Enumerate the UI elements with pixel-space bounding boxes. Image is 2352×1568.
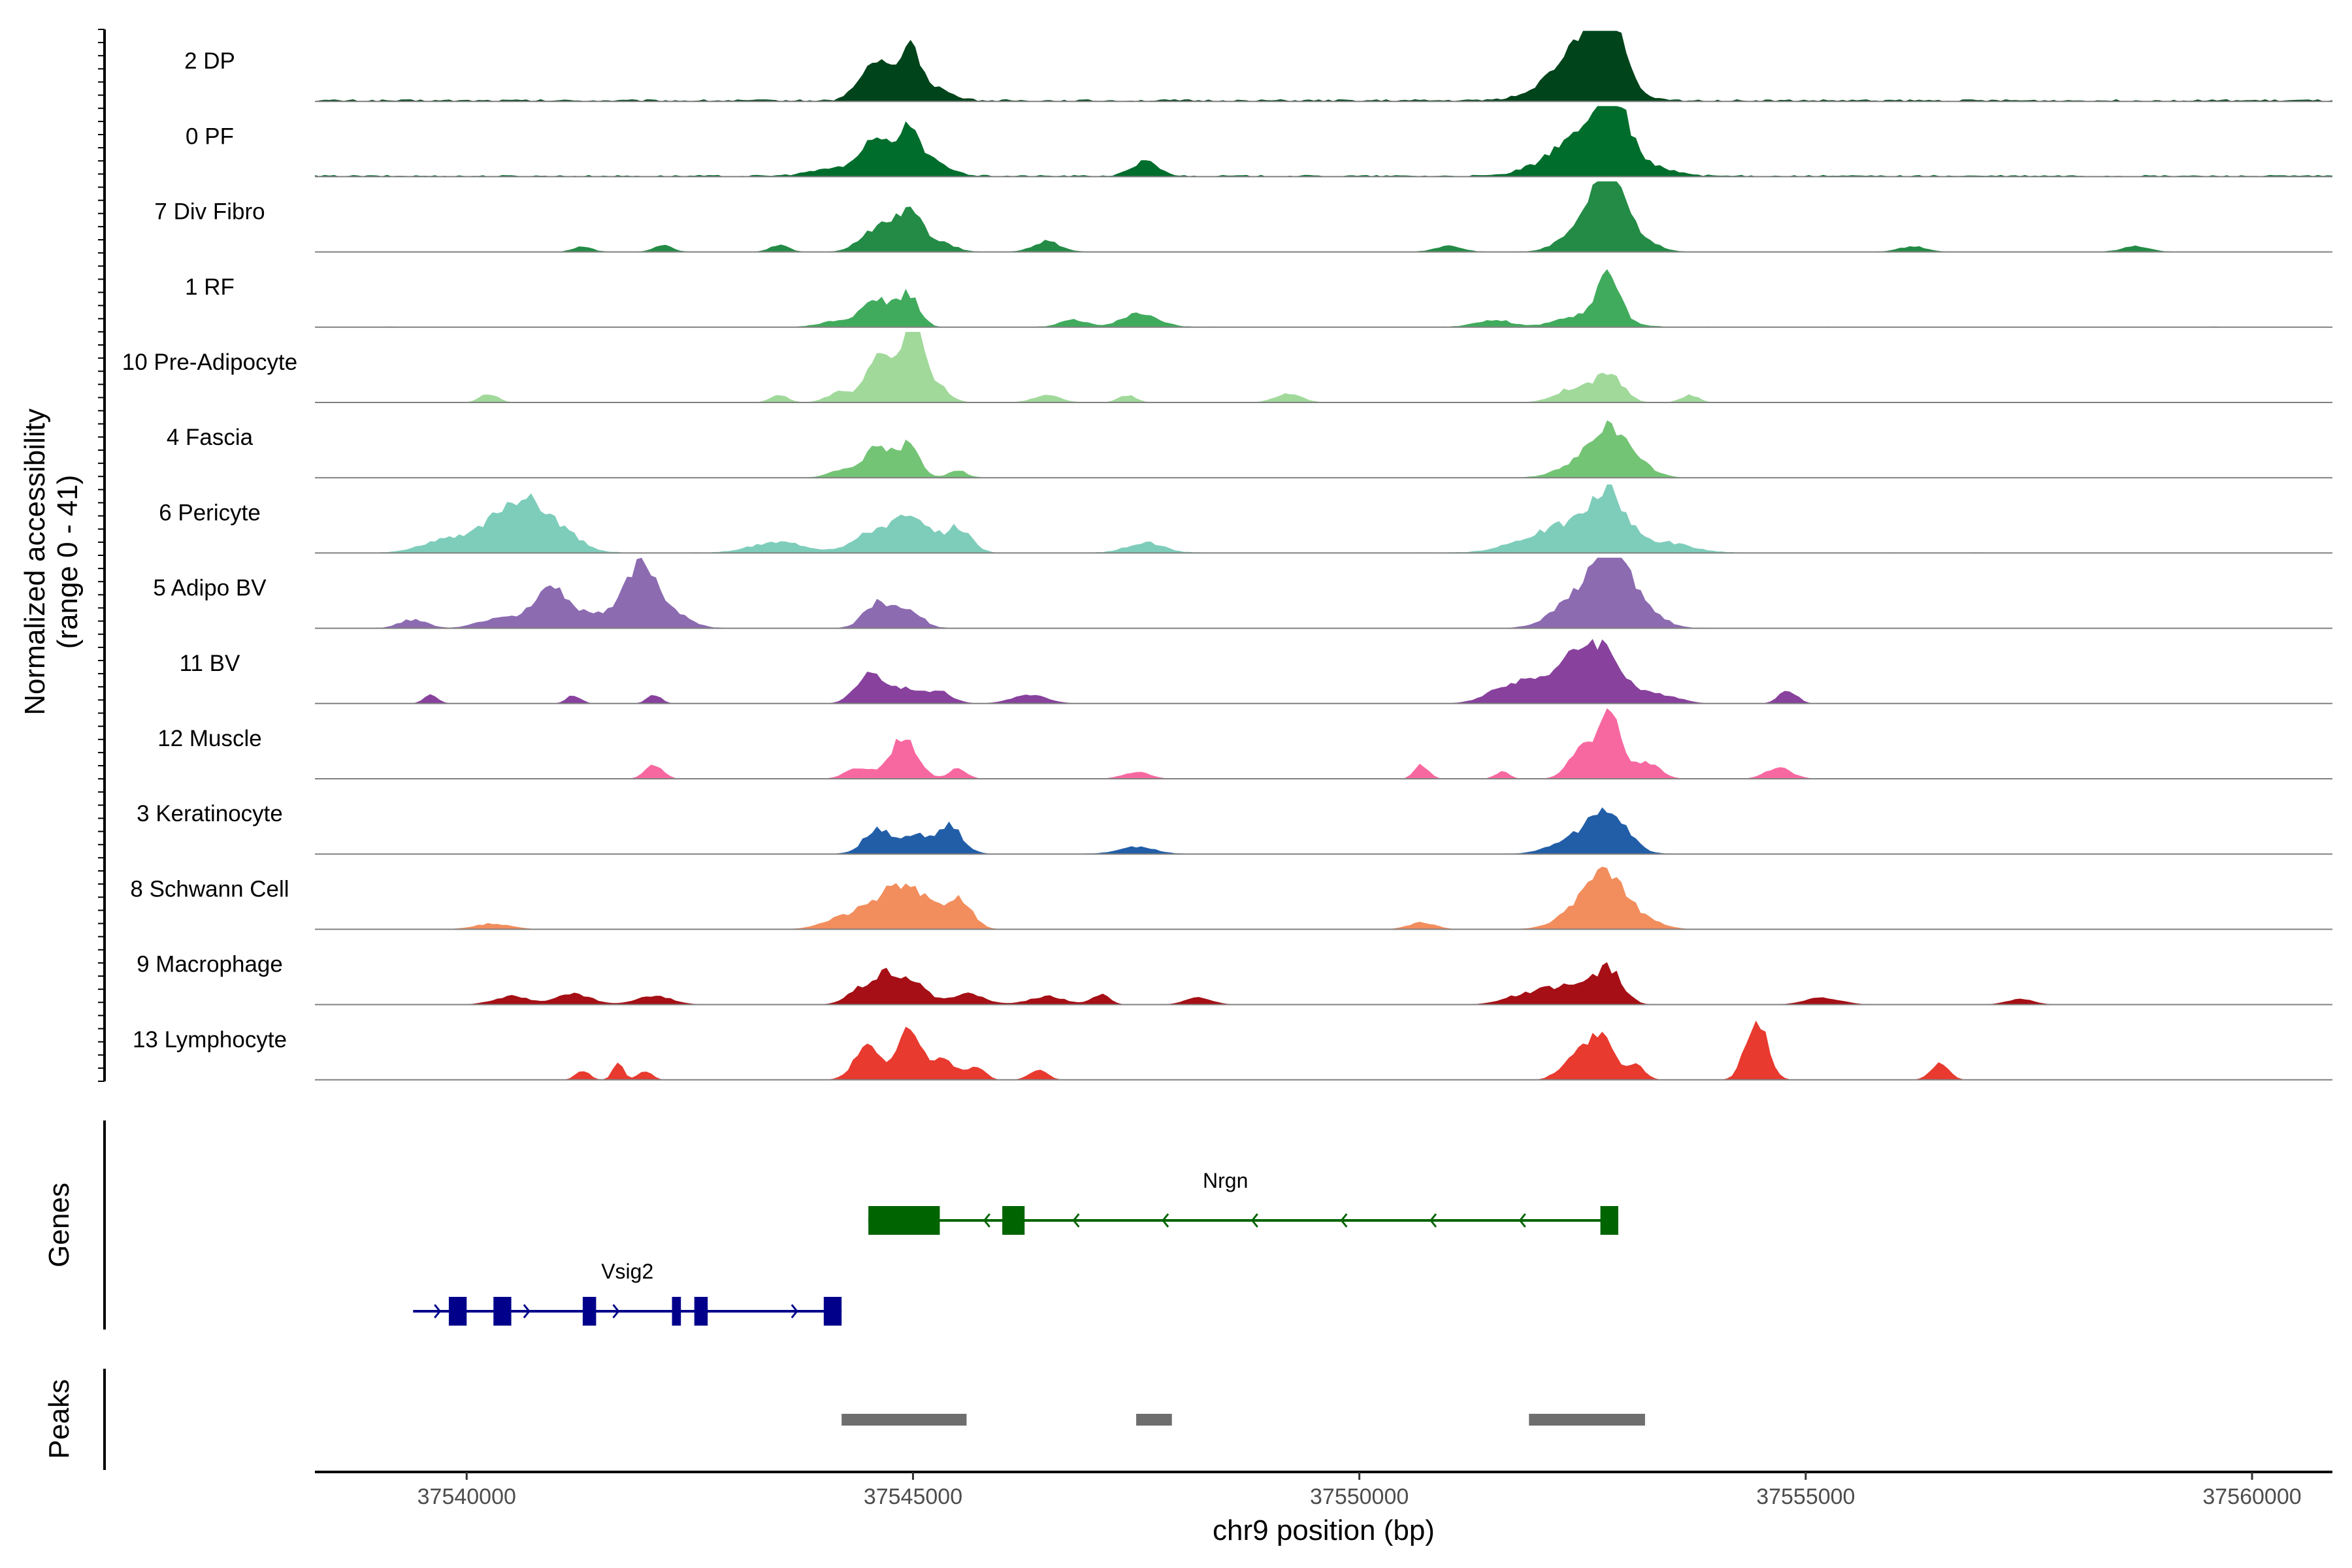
coverage-area <box>315 106 2332 177</box>
gene-label: Nrgn <box>1203 1169 1248 1192</box>
x-tick-label: 37550000 <box>1310 1484 1409 1509</box>
x-tick-label: 37545000 <box>864 1484 962 1509</box>
track-label: 12 Muscle <box>157 726 262 751</box>
coverage-area <box>315 807 2332 855</box>
strand-arrow <box>1072 1213 1080 1228</box>
exon <box>448 1297 467 1326</box>
x-tick-label: 37540000 <box>417 1484 516 1509</box>
track-label: 1 RF <box>185 274 235 300</box>
exon <box>868 1206 940 1235</box>
exon <box>672 1297 681 1326</box>
strand-arrow <box>612 1304 620 1318</box>
coverage-area <box>315 420 2332 478</box>
strand-arrow <box>1250 1213 1258 1228</box>
coverage-area <box>315 1021 2332 1080</box>
track-3: 1 RF <box>185 269 2332 328</box>
track-label: 7 Div Fibro <box>154 199 265 225</box>
gene-annotations: Nrgn Vsig2 <box>413 1169 1618 1326</box>
coverage-area <box>315 332 2332 402</box>
x-tick-label: 37555000 <box>1756 1484 1855 1509</box>
x-tick-label: 37560000 <box>2202 1484 2301 1509</box>
peaks-title: Peaks <box>43 1379 75 1459</box>
coverage-area <box>315 708 2332 779</box>
track-7: 5 Adipo BV <box>153 557 2332 629</box>
strand-arrow <box>523 1304 531 1318</box>
strand-arrow <box>434 1304 442 1318</box>
strand-arrow <box>983 1213 990 1228</box>
peak-region <box>841 1414 967 1426</box>
coverage-area <box>315 639 2332 704</box>
y-axis-title: Normalized accessibility (range 0 - 41) <box>19 408 84 715</box>
track-label: 3 Keratinocyte <box>137 801 283 826</box>
peak-region <box>1529 1414 1645 1426</box>
x-axis-title: chr9 position (bp) <box>1213 1514 1435 1546</box>
strand-arrow <box>1162 1213 1169 1228</box>
gene-label: Vsig2 <box>601 1260 653 1283</box>
x-axis-ticks: 37540000 37545000 37550000 37555000 37560000 <box>417 1472 2302 1509</box>
exon <box>493 1297 512 1326</box>
track-9: 12 Muscle <box>157 708 2332 779</box>
genes-title: Genes <box>43 1183 75 1267</box>
coverage-area <box>315 269 2332 327</box>
track-11: 8 Schwann Cell <box>130 866 2332 930</box>
track-5: 4 Fascia <box>167 420 2332 479</box>
exon <box>1600 1206 1618 1235</box>
track-4: 10 Pre-Adipocyte <box>122 332 2332 403</box>
coverage-area <box>315 962 2332 1005</box>
track-6: 6 Pericyte <box>159 484 2332 554</box>
exon <box>582 1297 596 1326</box>
gene-vsig2: Vsig2 <box>413 1260 842 1326</box>
gene-nrgn: Nrgn <box>868 1169 1618 1235</box>
track-label: 9 Macrophage <box>137 952 283 977</box>
coverage-area <box>315 866 2332 930</box>
y-axis-title-line2: (range 0 - 41) <box>52 475 84 649</box>
exon <box>694 1297 708 1326</box>
track-label: 4 Fascia <box>167 425 253 450</box>
track-label: 0 PF <box>186 123 234 149</box>
strand-arrow <box>791 1304 798 1318</box>
exon <box>823 1297 842 1326</box>
track-label: 10 Pre-Adipocyte <box>122 350 297 375</box>
track-label: 2 DP <box>184 48 235 74</box>
track-10: 3 Keratinocyte <box>137 801 2332 855</box>
track-0: 2 DP <box>184 31 2332 103</box>
coverage-area <box>315 484 2332 553</box>
track-label: 8 Schwann Cell <box>130 876 289 902</box>
strand-arrow <box>1518 1213 1526 1228</box>
peak-region <box>1136 1414 1172 1426</box>
coverage-tracks: 2 DP 0 PF 7 Div Fibro 1 RF 10 Pre-Adipocyte 4… <box>122 31 2332 1081</box>
coverage-area <box>315 181 2332 252</box>
track-13: 13 Lymphocyte <box>133 1021 2332 1081</box>
track-label: 5 Adipo BV <box>153 576 267 601</box>
coverage-area <box>315 31 2332 102</box>
track-12: 9 Macrophage <box>137 952 2332 1005</box>
y-ruler <box>98 29 106 1082</box>
track-8: 11 BV <box>180 639 2332 704</box>
track-label: 6 Pericyte <box>159 500 261 525</box>
track-1: 0 PF <box>186 106 2332 178</box>
strand-arrow <box>1429 1213 1437 1228</box>
track-label: 11 BV <box>180 651 240 676</box>
exon <box>1002 1206 1025 1235</box>
peak-regions <box>841 1414 1645 1426</box>
y-axis-title-line1: Normalized accessibility <box>19 408 51 715</box>
coverage-area <box>315 557 2332 629</box>
track-label: 13 Lymphocyte <box>133 1027 287 1053</box>
strand-arrow <box>1340 1213 1348 1228</box>
track-2: 7 Div Fibro <box>154 181 2332 253</box>
